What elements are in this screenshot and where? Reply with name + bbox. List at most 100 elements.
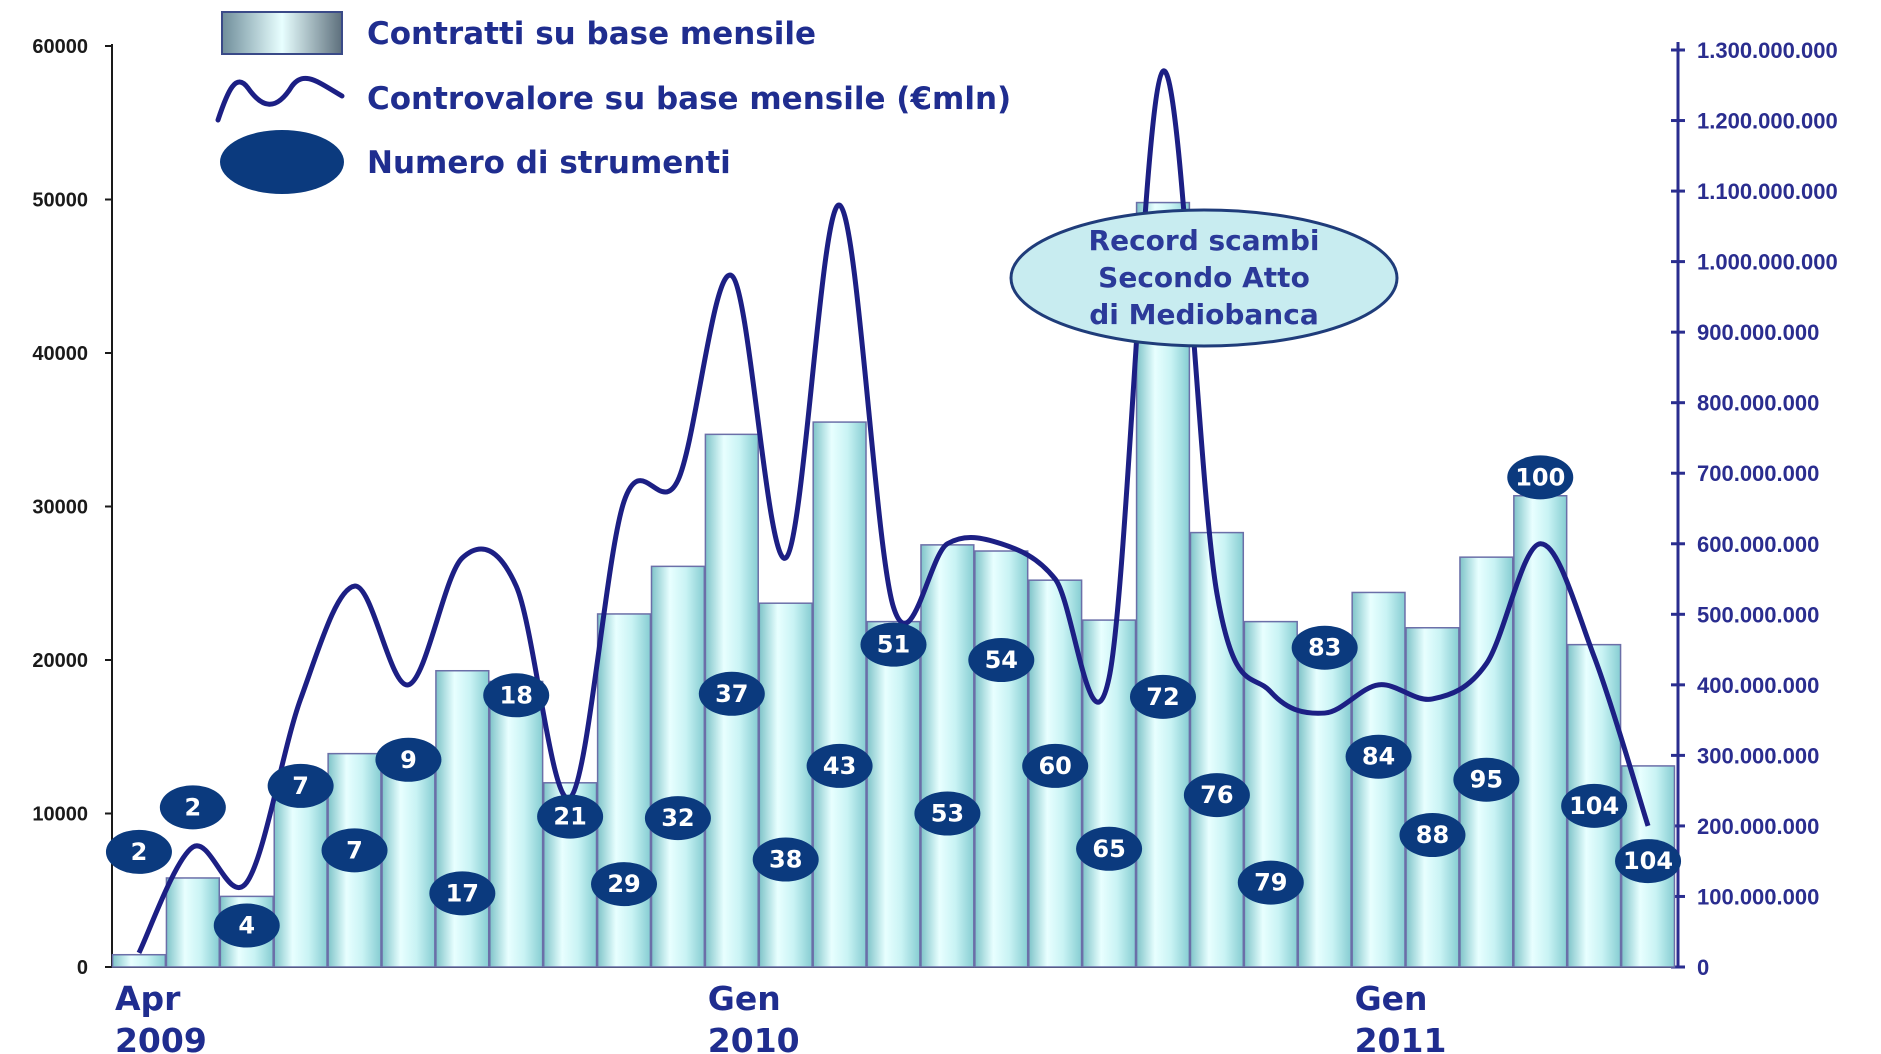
instrument-bubble: 21	[537, 794, 604, 839]
annotation-bubble	[1009, 208, 1399, 348]
bubble-label: 76	[1200, 781, 1233, 809]
bubble-label: 9	[400, 746, 417, 774]
bubble-shape	[968, 638, 1035, 682]
bubble-shape	[1022, 743, 1089, 788]
bubble-label: 43	[823, 752, 856, 780]
bar	[974, 550, 1029, 968]
bubble-label: 53	[931, 800, 964, 828]
bubble-shape	[213, 903, 280, 948]
right-tick-label: 800.000.000	[1697, 391, 1819, 416]
left-tick-label: 50000	[32, 190, 88, 212]
bubble-shape	[537, 794, 604, 839]
bubble-label: 65	[1092, 835, 1125, 863]
legend-line-label: Controvalore su base mensile (€mln)	[367, 81, 1011, 117]
annotation-line-2: Secondo Atto	[1098, 261, 1310, 294]
x-tick-label: Gen	[1355, 979, 1428, 1018]
bar	[812, 421, 867, 968]
bubble-shape	[1183, 773, 1250, 818]
bubble-shape	[644, 796, 711, 841]
instrument-bubble: 65	[1076, 826, 1143, 871]
bubble-label: 60	[1038, 752, 1071, 780]
bubble-shape	[1291, 625, 1358, 670]
instrument-bubble: 18	[483, 673, 550, 718]
bubble-shape	[914, 791, 981, 836]
x-tick-label: 2009	[115, 1021, 207, 1054]
bubble-label: 29	[607, 870, 640, 898]
left-tick-label: 60000	[32, 36, 88, 58]
bubble-shape	[1453, 757, 1520, 802]
right-tick-label: 1.000.000.000	[1697, 250, 1838, 275]
bubble-shape	[105, 829, 172, 874]
bubble-label: 7	[346, 836, 363, 864]
bubble-shape	[483, 673, 550, 718]
bubble-label: 21	[553, 803, 586, 831]
left-tick-label: 40000	[32, 343, 88, 365]
x-tick-label: Gen	[708, 979, 781, 1018]
right-tick-label: 900.000.000	[1697, 320, 1819, 345]
bubble-label: 84	[1362, 743, 1395, 771]
right-tick-label: 300.000.000	[1697, 743, 1819, 768]
right-tick-label: 100.000.000	[1697, 884, 1819, 909]
bubble-shape	[321, 828, 388, 873]
left-tick-label: 10000	[32, 804, 88, 826]
bubble-shape	[1345, 734, 1412, 779]
legend-line-swatch	[215, 75, 345, 123]
legend-bar-swatch	[221, 11, 343, 55]
bubble-label: 95	[1470, 766, 1503, 794]
bubble-label: 72	[1146, 683, 1179, 711]
instrument-bubble: 4	[213, 903, 280, 948]
instrument-bubble: 104	[1615, 839, 1682, 884]
bar	[866, 620, 921, 968]
bubble-label: 104	[1569, 792, 1619, 820]
bar	[489, 680, 544, 968]
instrument-bubble: 100	[1507, 455, 1574, 500]
instrument-bubble: 43	[806, 743, 873, 788]
bubble-label: 51	[877, 631, 910, 659]
bar	[758, 602, 813, 968]
bar	[111, 953, 167, 968]
bubble-label: 2	[184, 793, 201, 821]
bubble-shape	[806, 743, 873, 788]
right-tick-label: 1.300.000.000	[1697, 38, 1838, 63]
right-tick-label: 1.200.000.000	[1697, 109, 1838, 134]
bubble-shape	[1507, 455, 1574, 500]
annotation-line-3: di Mediobanca	[1089, 298, 1318, 331]
legend: Contratti su base mensile Controvalore s…	[215, 11, 1011, 194]
instrument-bubble: 83	[1291, 625, 1358, 670]
bubble-label: 37	[715, 680, 748, 708]
instrument-bubble: 54	[968, 638, 1035, 682]
bubble-shape	[1076, 826, 1143, 871]
bubble-label: 83	[1308, 634, 1341, 662]
instrument-bubble: 104	[1561, 783, 1628, 828]
right-tick-label: 1.100.000.000	[1697, 179, 1838, 204]
bubble-shape	[698, 671, 765, 716]
line-path	[136, 68, 1651, 955]
right-tick-label: 0	[1697, 955, 1709, 980]
bubble-shape	[1129, 674, 1196, 719]
annotation-line-1: Record scambi	[1089, 224, 1320, 257]
bubble-shape	[1237, 860, 1304, 905]
bubble-shape	[1399, 812, 1466, 857]
instrument-bubble: 60	[1022, 743, 1089, 788]
bar	[920, 544, 975, 968]
bar	[1351, 591, 1406, 968]
bubble-shape	[429, 871, 496, 916]
x-tick-label: 2010	[708, 1021, 800, 1054]
bubble-label: 2	[131, 838, 148, 866]
instrument-bubble: 88	[1399, 812, 1466, 857]
instrument-bubble: 84	[1345, 734, 1412, 779]
instrument-bubble: 7	[321, 828, 388, 873]
bubble-label: 100	[1515, 463, 1565, 491]
instrument-bubble: 37	[698, 671, 765, 716]
bubble-label: 38	[769, 846, 802, 874]
bubble-label: 32	[661, 804, 694, 832]
bar	[165, 877, 221, 968]
record-annotation: Record scambi Secondo Atto di Mediobanca	[1009, 208, 1399, 348]
bubble-label: 54	[985, 646, 1018, 674]
bubble-shape	[591, 862, 658, 907]
bar	[1243, 620, 1298, 968]
bar	[596, 613, 652, 968]
bubble-shape	[1561, 783, 1628, 828]
instrument-bubble: 32	[644, 796, 711, 841]
